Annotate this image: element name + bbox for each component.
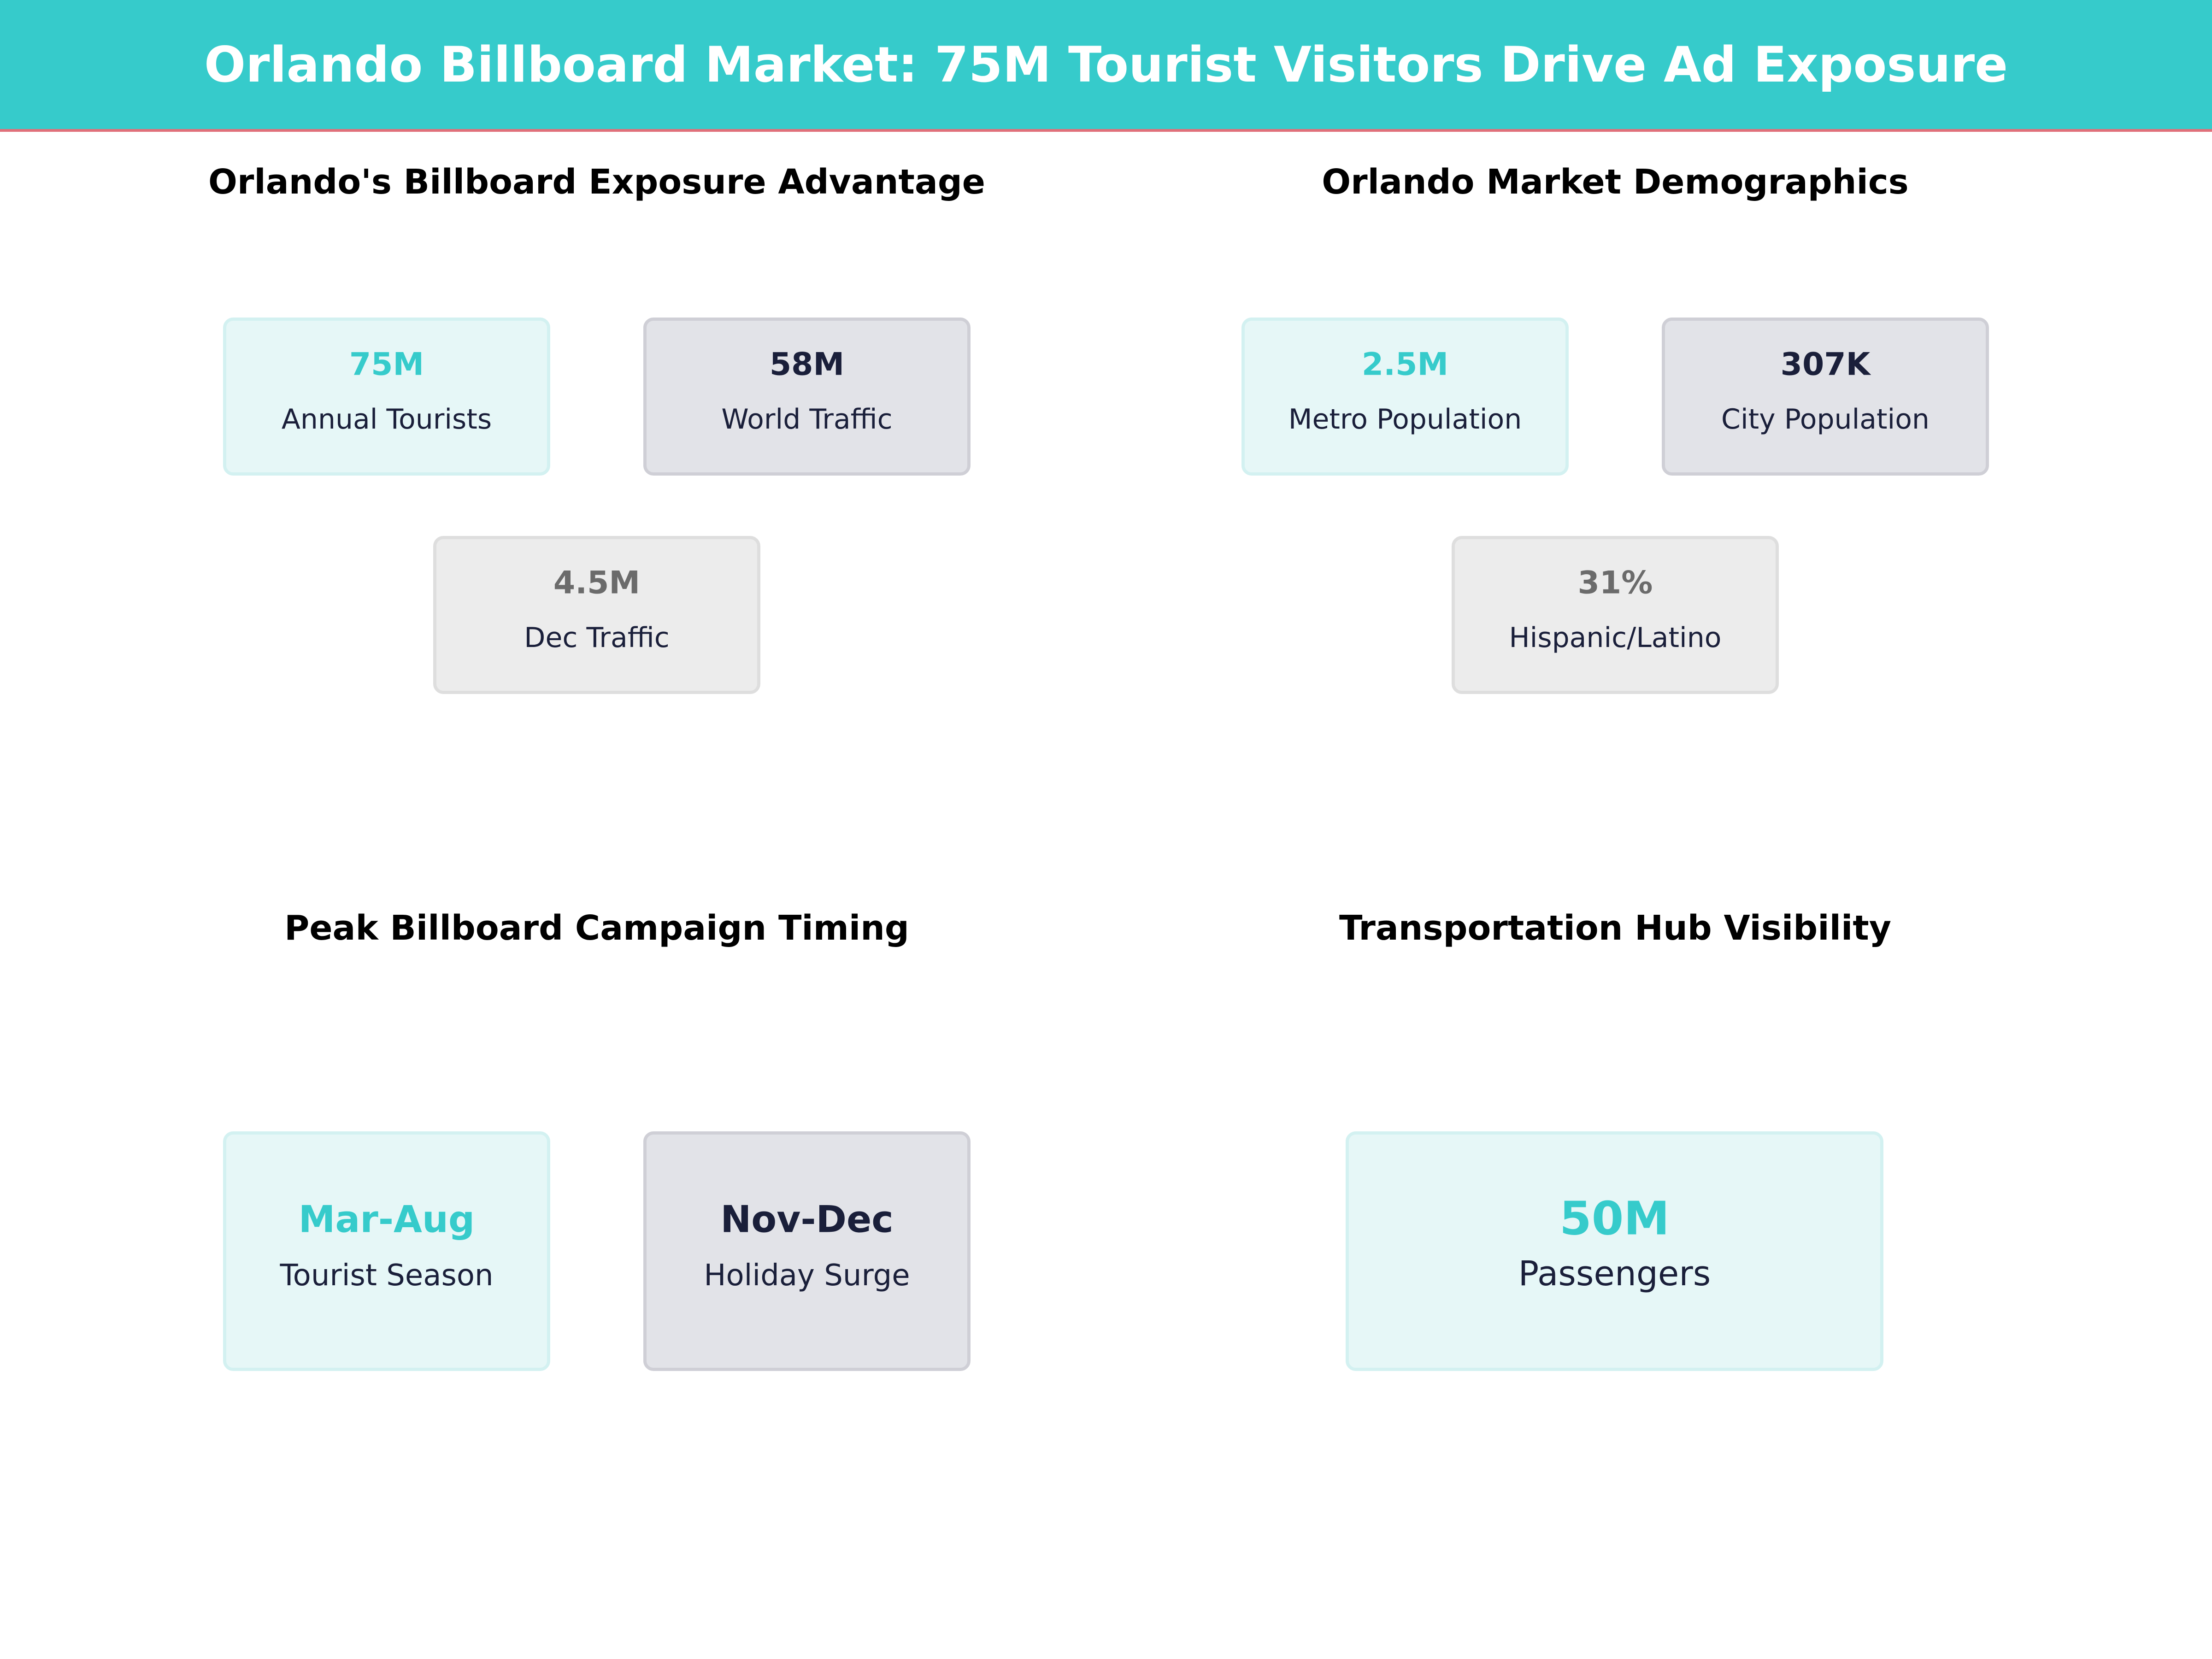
stat-card-metro-population: 2.5M Metro Population: [1241, 318, 1569, 476]
stat-label: Annual Tourists: [281, 403, 492, 435]
stat-card-world-traffic: 58M World Traffic: [643, 318, 971, 476]
stat-card-annual-tourists: 75M Annual Tourists: [223, 318, 550, 476]
panel-title-transportation: Transportation Hub Visibility: [1339, 908, 1891, 948]
stat-value: 75M: [349, 346, 424, 383]
panel-title-exposure: Orlando's Billboard Exposure Advantage: [208, 162, 985, 202]
panel-title-demographics: Orlando Market Demographics: [1322, 162, 1909, 202]
stat-card-hispanic-latino: 31% Hispanic/Latino: [1452, 536, 1779, 694]
stat-card-holiday-surge: Nov-Dec Holiday Surge: [643, 1131, 971, 1371]
stat-label: World Traffic: [721, 403, 893, 435]
stat-label: Hispanic/Latino: [1509, 622, 1722, 654]
stat-value: 4.5M: [553, 565, 641, 601]
stat-value: 31%: [1577, 565, 1653, 601]
stat-label: Passengers: [1518, 1254, 1711, 1294]
stat-value: 58M: [769, 346, 845, 383]
stat-label: Metro Population: [1288, 403, 1522, 435]
stat-card-passengers: 50M Passengers: [1346, 1131, 1883, 1371]
stat-card-city-population: 307K City Population: [1662, 318, 1989, 476]
stat-card-dec-traffic: 4.5M Dec Traffic: [433, 536, 760, 694]
stat-value: Mar-Aug: [298, 1198, 475, 1241]
header-banner: Orlando Billboard Market: 75M Tourist Vi…: [0, 0, 2212, 132]
stat-value: 307K: [1780, 346, 1871, 383]
panel-title-timing: Peak Billboard Campaign Timing: [284, 908, 909, 948]
stat-value: Nov-Dec: [720, 1198, 894, 1241]
stat-value: 50M: [1559, 1191, 1670, 1246]
stat-card-tourist-season: Mar-Aug Tourist Season: [223, 1131, 550, 1371]
stat-label: Holiday Surge: [704, 1259, 910, 1293]
stat-label: City Population: [1721, 403, 1930, 435]
stat-label: Tourist Season: [280, 1259, 494, 1293]
stat-value: 2.5M: [1361, 346, 1449, 383]
page-title: Orlando Billboard Market: 75M Tourist Vi…: [204, 36, 2008, 93]
stat-label: Dec Traffic: [524, 622, 670, 654]
